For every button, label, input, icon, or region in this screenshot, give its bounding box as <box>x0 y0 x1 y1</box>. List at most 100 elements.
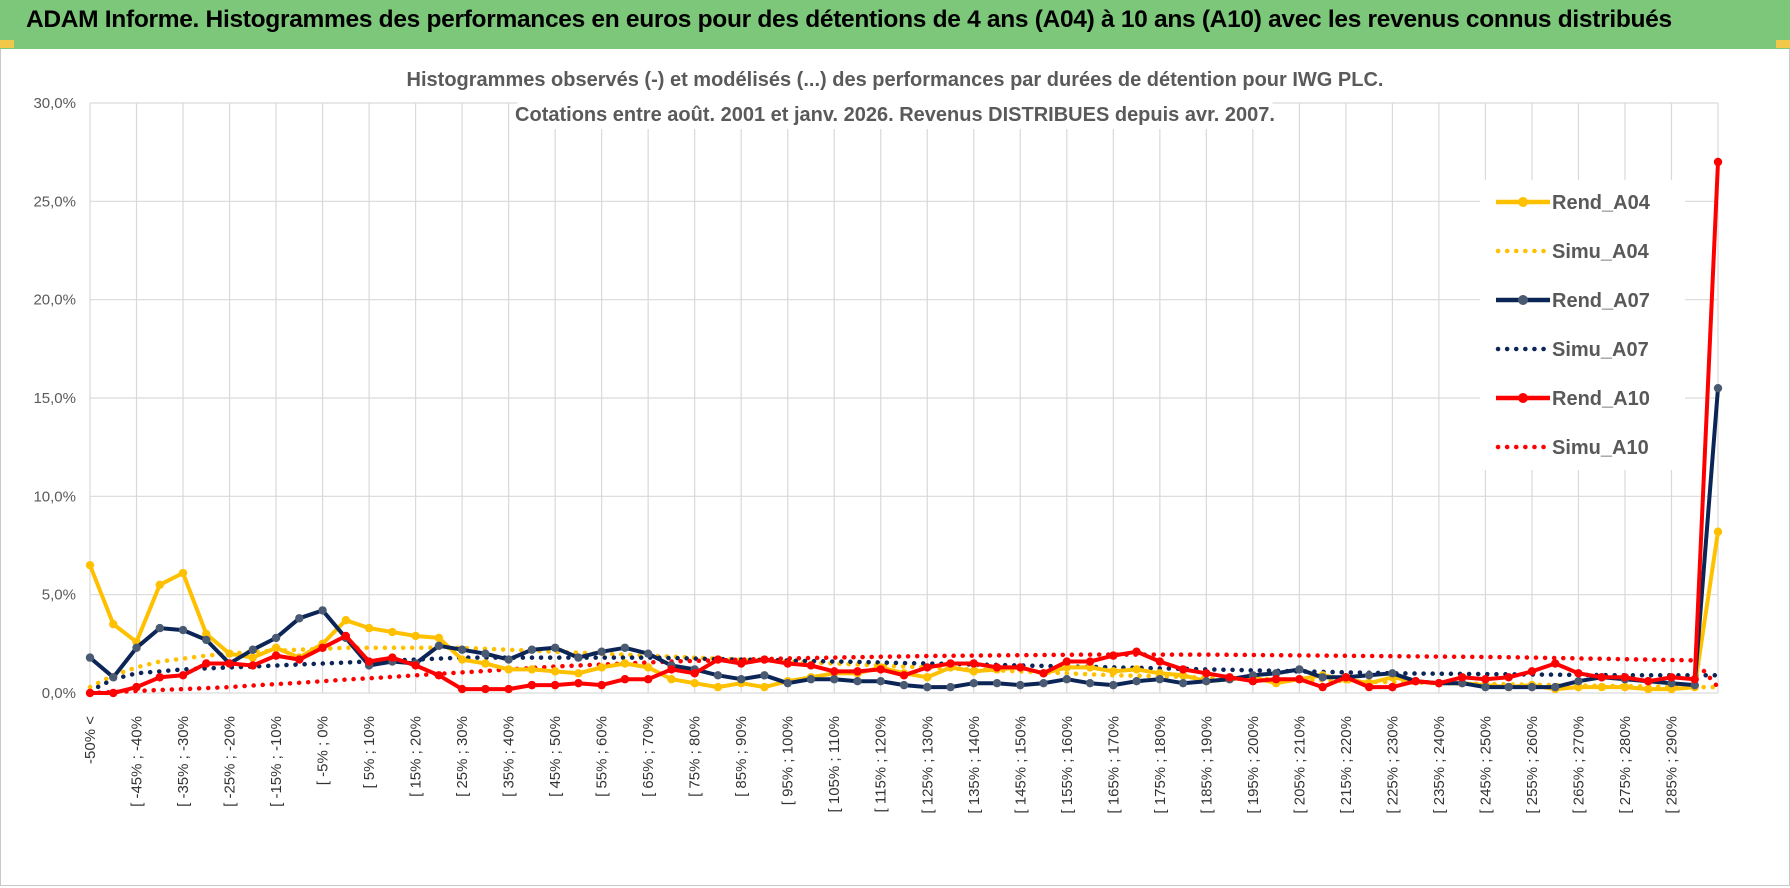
x-tick-label: [ 215% ; 220% <box>1338 716 1355 814</box>
data-point <box>806 661 816 670</box>
data-point <box>1132 677 1141 686</box>
data-point <box>434 633 444 643</box>
data-point <box>1667 673 1676 682</box>
data-point <box>899 680 909 690</box>
legend-marker <box>1518 393 1528 403</box>
data-point <box>1620 673 1630 682</box>
data-point <box>783 678 792 688</box>
data-point <box>876 665 885 674</box>
data-point <box>132 643 141 652</box>
y-tick-label: 20,0% <box>33 292 76 309</box>
data-point <box>295 614 304 623</box>
data-point <box>527 665 537 674</box>
x-tick-label: [ 235% ; 240% <box>1431 716 1448 814</box>
data-point <box>411 631 420 641</box>
data-point <box>923 663 932 672</box>
data-point <box>1085 663 1095 672</box>
data-point <box>992 678 1002 688</box>
data-point <box>457 684 467 694</box>
x-tick-label: [ 185% ; 190% <box>1198 716 1215 814</box>
data-point <box>155 623 164 633</box>
x-tick-label: [ 205% ; 210% <box>1291 716 1308 814</box>
data-point <box>620 643 630 652</box>
data-point <box>457 655 467 664</box>
data-point <box>202 629 211 639</box>
data-point <box>202 659 211 668</box>
data-point <box>504 665 513 674</box>
y-tick-label: 5,0% <box>42 587 76 604</box>
x-tick-label: [ 265% ; 270% <box>1570 716 1587 814</box>
data-point <box>713 655 723 664</box>
data-point <box>899 671 909 680</box>
data-point <box>388 627 397 637</box>
data-point <box>1690 680 1699 690</box>
x-tick-label: [ 115% ; 120% <box>873 716 890 812</box>
data-point <box>1551 659 1560 668</box>
data-point <box>760 671 769 680</box>
data-point <box>85 653 95 662</box>
data-point <box>620 675 630 684</box>
x-tick-label: [ 25% ; 30% <box>454 716 471 797</box>
data-point <box>1202 677 1211 686</box>
x-tick-label: [ 65% ; 70% <box>640 716 657 797</box>
data-point <box>1085 678 1095 688</box>
data-point <box>1574 669 1583 678</box>
data-point <box>667 675 676 684</box>
data-point <box>643 675 653 684</box>
data-point <box>1178 678 1188 688</box>
series-line-rend_a10 <box>90 161 1720 695</box>
data-point <box>830 675 839 684</box>
data-point <box>1574 682 1583 692</box>
data-point <box>1039 669 1048 678</box>
data-point <box>760 655 769 664</box>
data-point <box>1062 663 1072 672</box>
data-point <box>1667 684 1676 694</box>
legend-label: Simu_A10 <box>1552 437 1649 459</box>
banner-title: ADAM Informe. Histogrammes des performan… <box>26 6 1672 33</box>
data-point <box>1271 669 1281 678</box>
data-point <box>1178 665 1188 674</box>
data-point <box>1318 682 1327 692</box>
chart-title-bg <box>517 100 1273 129</box>
data-point <box>411 661 420 670</box>
data-point <box>1155 669 1165 678</box>
x-tick-label: [ 5% ; 10% <box>361 716 378 789</box>
data-point <box>1295 665 1304 674</box>
data-point <box>853 667 862 676</box>
legend-label: Simu_A04 <box>1552 241 1650 263</box>
data-point <box>550 667 560 676</box>
data-point <box>690 669 699 678</box>
data-point <box>1132 665 1141 674</box>
data-point <box>783 659 792 668</box>
x-tick-label: -50% < <box>82 716 99 764</box>
data-point <box>341 631 351 641</box>
x-tick-label: [ 85% ; 90% <box>733 716 750 797</box>
y-tick-label: 15,0% <box>33 390 76 407</box>
data-point <box>690 678 699 688</box>
data-point <box>1457 678 1467 688</box>
y-tick-label: 30,0% <box>33 95 76 112</box>
data-point <box>737 675 746 684</box>
data-point <box>620 659 630 668</box>
data-point <box>85 688 95 698</box>
data-point <box>1713 527 1723 536</box>
data-point <box>550 680 560 690</box>
data-point <box>1644 677 1653 686</box>
data-point <box>713 671 723 680</box>
data-point <box>1341 673 1351 682</box>
data-point <box>1016 663 1025 672</box>
x-tick-label: [ 15% ; 20% <box>408 716 425 797</box>
data-point <box>574 678 583 688</box>
series-line-simu_a07 <box>87 655 1721 694</box>
data-point <box>1248 677 1258 686</box>
data-point <box>271 643 281 652</box>
data-point <box>830 667 839 676</box>
data-point <box>1434 678 1444 688</box>
data-point <box>969 678 978 688</box>
data-point <box>1690 675 1699 684</box>
data-point <box>1364 671 1374 680</box>
data-point <box>806 675 816 684</box>
data-point <box>178 625 188 635</box>
x-tick-label: [ 195% ; 200% <box>1245 716 1262 814</box>
